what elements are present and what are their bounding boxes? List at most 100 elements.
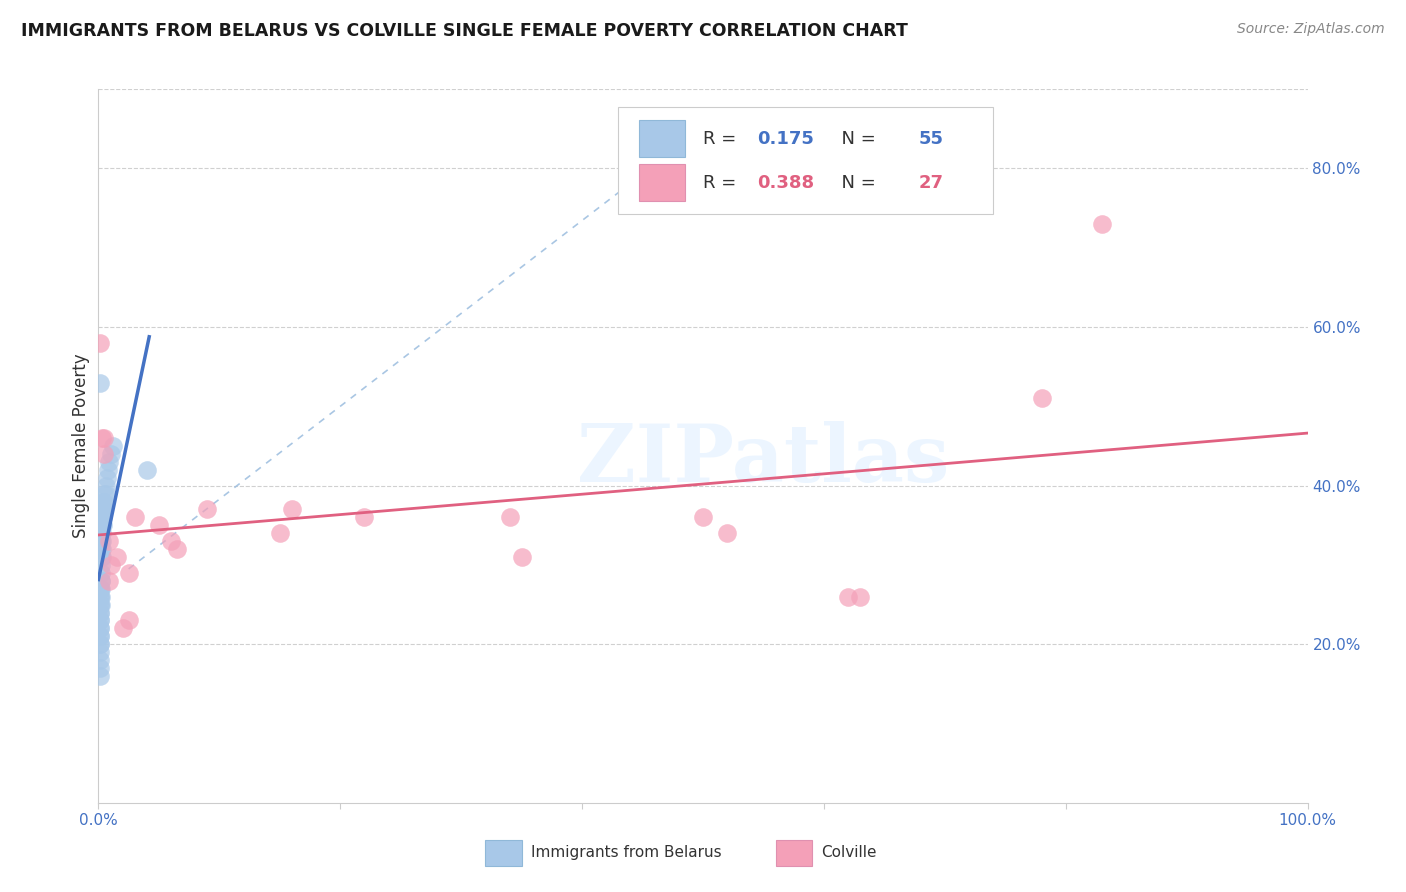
Text: 27: 27 bbox=[918, 174, 943, 192]
Text: Immigrants from Belarus: Immigrants from Belarus bbox=[531, 846, 721, 860]
Point bbox=[100, 558, 122, 572]
Point bbox=[837, 590, 859, 604]
Point bbox=[90, 574, 112, 588]
FancyBboxPatch shape bbox=[638, 120, 685, 157]
Point bbox=[90, 526, 112, 541]
Point bbox=[91, 542, 114, 557]
Point bbox=[89, 582, 111, 596]
Point bbox=[91, 502, 114, 516]
Point bbox=[91, 518, 114, 533]
Point bbox=[89, 590, 111, 604]
Point bbox=[89, 614, 111, 628]
Point bbox=[93, 494, 115, 508]
Point bbox=[89, 335, 111, 350]
Point bbox=[98, 455, 121, 469]
Point bbox=[89, 653, 111, 667]
Point bbox=[90, 534, 112, 549]
Point bbox=[111, 621, 134, 635]
Point bbox=[195, 502, 218, 516]
Point bbox=[98, 534, 121, 549]
Text: N =: N = bbox=[830, 174, 882, 192]
Point bbox=[101, 439, 124, 453]
Point bbox=[89, 598, 111, 612]
Point bbox=[89, 606, 111, 620]
Point bbox=[93, 431, 115, 445]
Point bbox=[160, 534, 183, 549]
Point bbox=[135, 463, 157, 477]
Text: R =: R = bbox=[703, 174, 742, 192]
Point bbox=[93, 486, 115, 500]
Point bbox=[1091, 217, 1114, 231]
Point bbox=[97, 463, 120, 477]
Text: N =: N = bbox=[830, 129, 882, 147]
Point bbox=[148, 518, 170, 533]
Point bbox=[93, 447, 115, 461]
Point bbox=[93, 502, 115, 516]
Point bbox=[90, 590, 112, 604]
Point bbox=[118, 566, 141, 580]
Point bbox=[91, 494, 114, 508]
Y-axis label: Single Female Poverty: Single Female Poverty bbox=[72, 354, 90, 538]
Point bbox=[89, 661, 111, 675]
Point bbox=[90, 582, 112, 596]
Point bbox=[89, 637, 111, 651]
Point bbox=[692, 510, 714, 524]
Point bbox=[90, 598, 112, 612]
Point bbox=[94, 478, 117, 492]
Point bbox=[91, 526, 114, 541]
FancyBboxPatch shape bbox=[638, 164, 685, 201]
Point bbox=[89, 629, 111, 643]
FancyBboxPatch shape bbox=[776, 840, 811, 865]
Point bbox=[89, 637, 111, 651]
Point bbox=[118, 614, 141, 628]
Point bbox=[89, 621, 111, 635]
Text: ZIPatlas: ZIPatlas bbox=[578, 421, 949, 500]
FancyBboxPatch shape bbox=[619, 107, 993, 214]
Point bbox=[89, 598, 111, 612]
Point bbox=[100, 447, 122, 461]
Point bbox=[91, 549, 114, 564]
Point bbox=[510, 549, 533, 564]
Point bbox=[91, 518, 114, 533]
Point bbox=[89, 669, 111, 683]
Text: Colville: Colville bbox=[821, 846, 877, 860]
Point bbox=[353, 510, 375, 524]
Point bbox=[91, 510, 114, 524]
Point bbox=[96, 471, 118, 485]
Point bbox=[90, 542, 112, 557]
Point bbox=[98, 574, 121, 588]
Text: 55: 55 bbox=[918, 129, 943, 147]
Text: R =: R = bbox=[703, 129, 742, 147]
Point bbox=[89, 606, 111, 620]
Text: 0.175: 0.175 bbox=[758, 129, 814, 147]
Point bbox=[89, 629, 111, 643]
Point bbox=[849, 590, 872, 604]
Point bbox=[89, 621, 111, 635]
Point bbox=[89, 645, 111, 659]
Point bbox=[91, 534, 114, 549]
Point bbox=[90, 566, 112, 580]
Point bbox=[90, 558, 112, 572]
Point bbox=[498, 510, 520, 524]
Point bbox=[124, 510, 146, 524]
Point bbox=[89, 614, 111, 628]
Point bbox=[1031, 392, 1053, 406]
FancyBboxPatch shape bbox=[485, 840, 522, 865]
Point bbox=[89, 582, 111, 596]
Point bbox=[90, 549, 112, 564]
Point bbox=[89, 376, 111, 390]
Point bbox=[281, 502, 304, 516]
Point bbox=[90, 574, 112, 588]
Point bbox=[90, 518, 112, 533]
Point bbox=[166, 542, 188, 557]
Point bbox=[94, 486, 117, 500]
Point bbox=[716, 526, 738, 541]
Point bbox=[91, 502, 114, 516]
Point bbox=[89, 590, 111, 604]
Point bbox=[269, 526, 291, 541]
Text: 0.388: 0.388 bbox=[758, 174, 814, 192]
Text: IMMIGRANTS FROM BELARUS VS COLVILLE SINGLE FEMALE POVERTY CORRELATION CHART: IMMIGRANTS FROM BELARUS VS COLVILLE SING… bbox=[21, 22, 908, 40]
Point bbox=[91, 431, 114, 445]
Point bbox=[91, 510, 114, 524]
Text: Source: ZipAtlas.com: Source: ZipAtlas.com bbox=[1237, 22, 1385, 37]
